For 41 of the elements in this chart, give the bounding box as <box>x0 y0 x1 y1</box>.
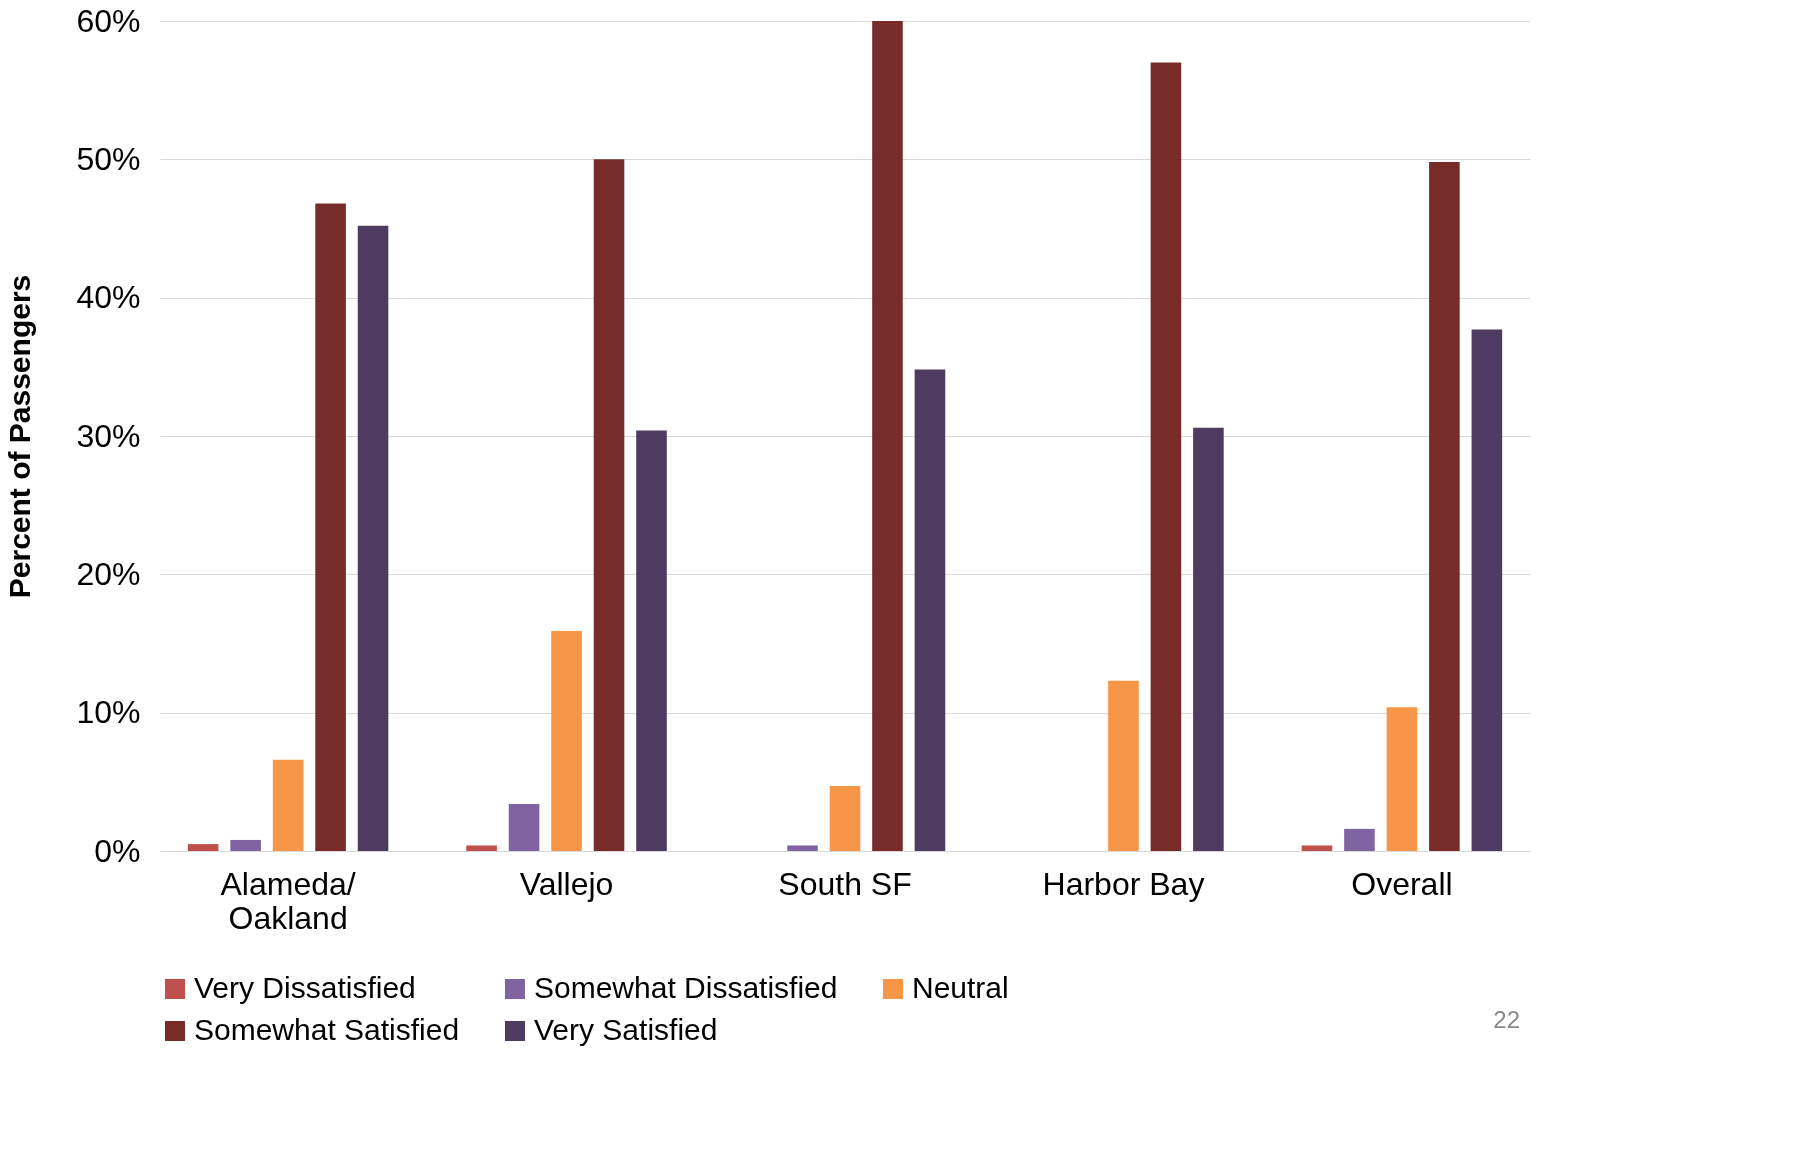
x-tick-label: Overall <box>1351 865 1453 902</box>
y-tick-label: 30% <box>76 417 141 454</box>
bar <box>1301 845 1333 851</box>
bar <box>829 785 861 851</box>
legend-label: Neutral <box>912 971 1009 1004</box>
legend-label: Very Satisfied <box>534 1013 718 1046</box>
y-tick-label: 20% <box>76 555 141 592</box>
bar <box>636 430 667 851</box>
legend-label: Very Dissatisfied <box>194 971 416 1004</box>
bar <box>315 203 346 851</box>
bar <box>272 759 304 851</box>
y-tick-label: 10% <box>76 694 141 731</box>
bar <box>466 845 497 851</box>
bar <box>1471 329 1503 851</box>
bar <box>187 844 219 851</box>
legend-label: Somewhat Satisfied <box>194 1013 460 1046</box>
bar <box>1193 427 1224 851</box>
y-axis-title: Percent of Passengers <box>3 274 37 599</box>
bar <box>1108 680 1139 851</box>
bar <box>1429 162 1460 851</box>
x-tick-label: Vallejo <box>519 865 614 902</box>
y-tick-label: 40% <box>76 279 141 316</box>
bar <box>551 631 582 851</box>
x-tick-label: Harbor Bay <box>1042 865 1205 902</box>
legend-label: Somewhat Dissatisfied <box>534 971 838 1004</box>
text: 22 <box>1493 1006 1520 1033</box>
bar <box>508 803 540 851</box>
y-tick-label: 60% <box>76 2 141 39</box>
bar <box>787 845 818 851</box>
bar <box>872 21 903 851</box>
y-tick-label: 0% <box>94 832 141 869</box>
bar <box>1344 828 1375 851</box>
bar <box>1386 707 1418 851</box>
bar <box>914 369 946 851</box>
y-tick-label: 50% <box>76 140 141 177</box>
bar <box>230 839 261 851</box>
x-tick-label: South SF <box>778 865 912 902</box>
bar <box>1150 62 1182 851</box>
x-tick-label: Alameda/ Oakland <box>220 865 356 936</box>
bar <box>357 225 389 851</box>
bar <box>593 159 625 851</box>
